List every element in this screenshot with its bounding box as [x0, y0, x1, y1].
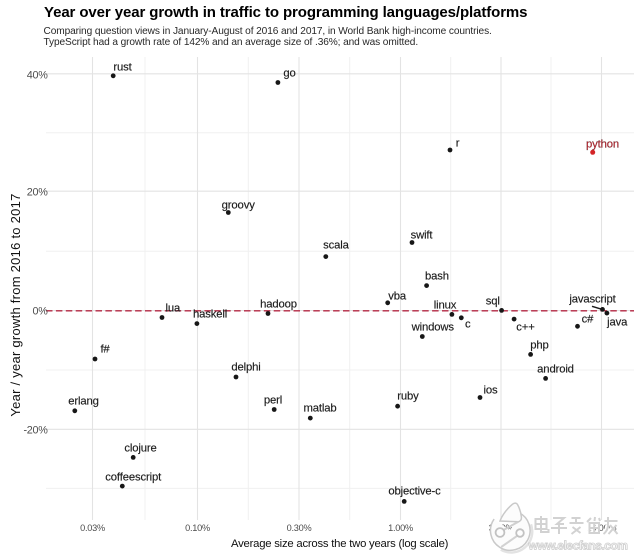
svg-text:www.elecfans.com: www.elecfans.com — [528, 539, 628, 553]
